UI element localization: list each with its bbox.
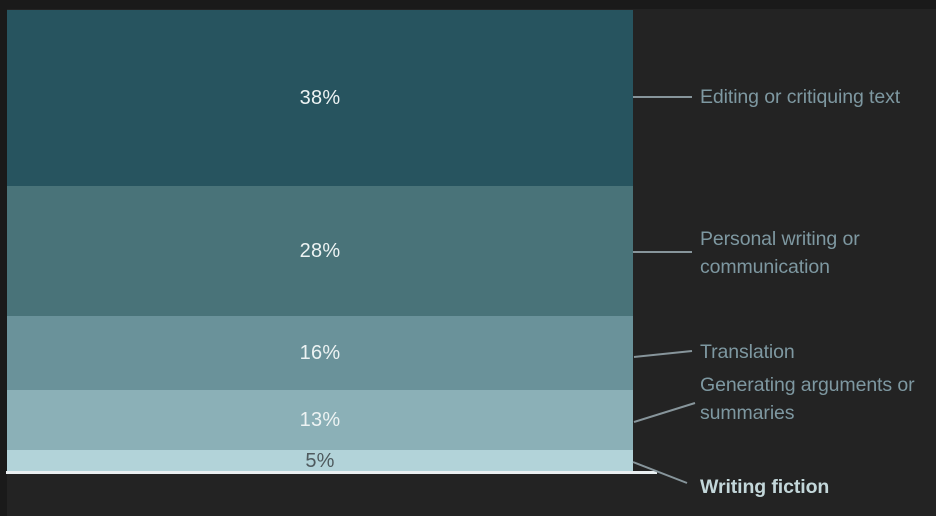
- bar-segment-4: 13%: [7, 389, 633, 450]
- callout-label-generating: Generating arguments or summaries: [700, 374, 915, 424]
- callout-label-editing: Editing or critiquing text: [700, 86, 901, 108]
- segment-value-label: 13%: [299, 408, 341, 431]
- callout-label-translation: Translation: [700, 341, 795, 363]
- window-edge-top: [0, 0, 936, 9]
- segment-value-label: 16%: [299, 341, 341, 364]
- stacked-bar: 38% 28% 16% 13% 5%: [7, 10, 633, 473]
- bar-segment-3: 16%: [7, 315, 633, 390]
- leader-line-generating: [633, 402, 696, 423]
- bar-segment-1: 38%: [7, 10, 633, 186]
- segment-value-label: 28%: [299, 239, 341, 262]
- leader-line-translation: [633, 350, 693, 358]
- segment-value-label: 38%: [299, 86, 341, 109]
- callout-label-fiction: Writing fiction: [700, 476, 830, 498]
- segment-value-label: 5%: [305, 450, 335, 473]
- bar-segment-2: 28%: [7, 185, 633, 316]
- bar-segment-5: 5%: [7, 449, 633, 473]
- window-edge-left: [0, 0, 7, 516]
- callout-label-personal: Personal writing or communication: [700, 228, 860, 278]
- axis-baseline: [6, 471, 657, 474]
